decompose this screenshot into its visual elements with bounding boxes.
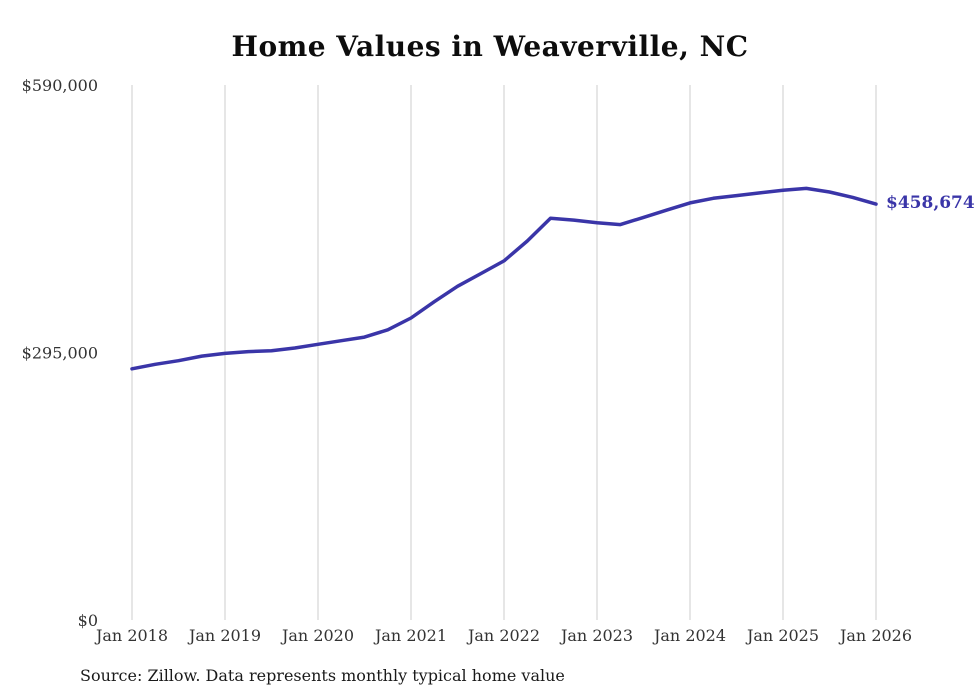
x-tick-label: Jan 2026 (838, 626, 912, 645)
x-tick-label: Jan 2022 (466, 626, 540, 645)
chart-title: Home Values in Weaverville, NC (231, 30, 749, 63)
y-tick-label: $295,000 (22, 344, 98, 363)
source-note: Source: Zillow. Data represents monthly … (80, 666, 565, 685)
x-tick-label: Jan 2024 (652, 626, 726, 645)
x-tick-label: Jan 2025 (745, 626, 819, 645)
x-tick-label: Jan 2023 (559, 626, 633, 645)
x-tick-label: Jan 2020 (280, 626, 354, 645)
x-tick-label: Jan 2021 (373, 626, 447, 645)
current-value-label: $458,674 (886, 193, 975, 213)
y-tick-label: $590,000 (22, 76, 98, 95)
x-tick-label: Jan 2018 (94, 626, 168, 645)
value-line (130, 186, 878, 371)
x-tick-label: Jan 2019 (187, 626, 261, 645)
y-tick-label: $0 (78, 611, 98, 630)
